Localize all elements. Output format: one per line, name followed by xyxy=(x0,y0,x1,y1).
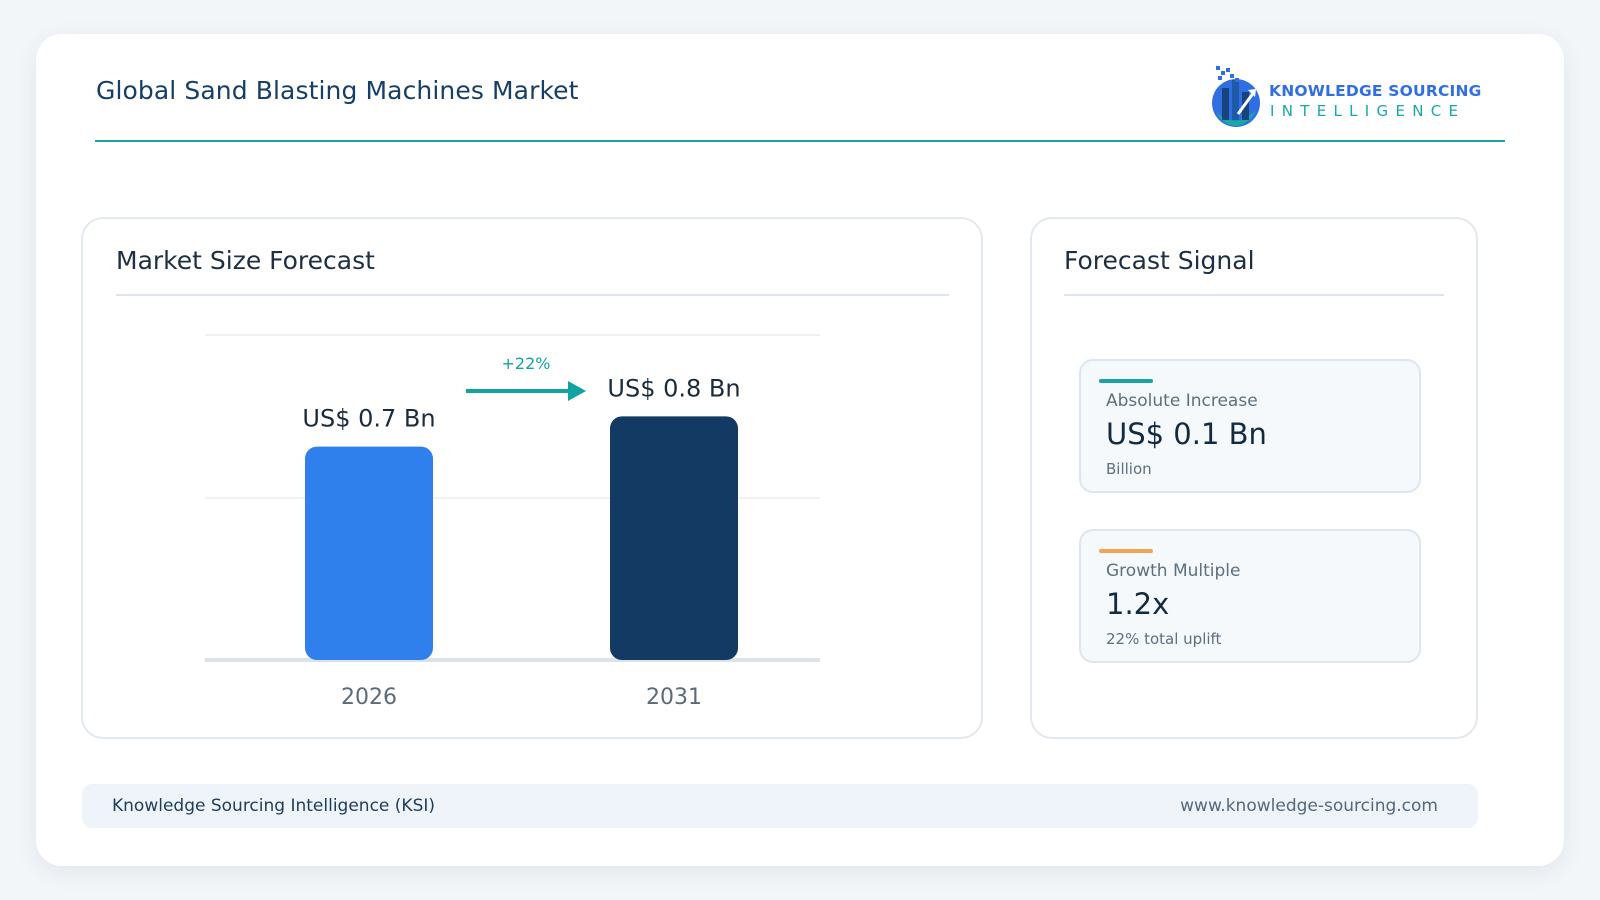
x-tick-label: 2026 xyxy=(341,685,397,710)
page-title: Global Sand Blasting Machines Market xyxy=(96,76,579,105)
bar-value-label: US$ 0.8 Bn xyxy=(607,374,740,402)
stat-value: US$ 0.1 Bn xyxy=(1106,417,1267,451)
growth-arrow-icon xyxy=(568,381,586,401)
bar-2026 xyxy=(305,446,433,660)
header-divider xyxy=(95,140,1505,142)
footer-website-link[interactable]: www.knowledge-sourcing.com xyxy=(1180,796,1438,816)
forecast-signal-title: Forecast Signal xyxy=(1064,246,1255,275)
market-size-divider xyxy=(116,294,949,296)
stat-card-growth-multiple: Growth Multiple 1.2x 22% total uplift xyxy=(1079,529,1421,663)
logo-icon xyxy=(1212,66,1260,127)
market-size-title: Market Size Forecast xyxy=(116,246,375,275)
logo-text-primary: KNOWLEDGE SOURCING xyxy=(1269,82,1482,100)
footer-bar: Knowledge Sourcing Intelligence (KSI) ww… xyxy=(82,784,1478,828)
stat-value: 1.2x xyxy=(1106,587,1170,621)
logo-text-secondary: INTELLIGENCE xyxy=(1270,102,1466,120)
bar-value-label: US$ 0.7 Bn xyxy=(302,405,435,433)
stat-subtext: Billion xyxy=(1106,460,1152,478)
x-tick-label: 2031 xyxy=(646,685,702,710)
footer-company: Knowledge Sourcing Intelligence (KSI) xyxy=(112,796,436,816)
stat-accent-bar xyxy=(1099,379,1153,383)
forecast-signal-divider xyxy=(1064,294,1444,296)
stat-label: Growth Multiple xyxy=(1106,561,1241,581)
company-logo: KNOWLEDGE SOURCING INTELLIGENCE xyxy=(1210,60,1481,130)
growth-label: +22% xyxy=(502,354,551,373)
stat-label: Absolute Increase xyxy=(1106,391,1258,411)
stat-accent-bar xyxy=(1099,549,1153,553)
stat-card-absolute-increase: Absolute Increase US$ 0.1 Bn Billion xyxy=(1079,359,1421,493)
stat-subtext: 22% total uplift xyxy=(1106,630,1222,648)
bar-2031 xyxy=(610,416,738,660)
market-size-panel xyxy=(81,217,983,739)
